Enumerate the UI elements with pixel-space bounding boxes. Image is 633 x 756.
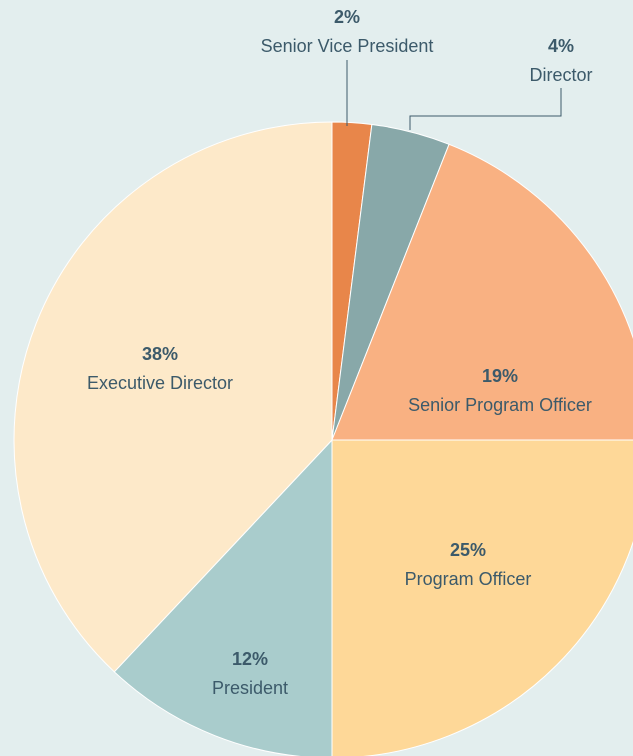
slice-percent: 12%	[232, 649, 268, 669]
leader-line	[409, 88, 562, 130]
slice-percent: 25%	[450, 540, 486, 560]
slice-label: Executive Director	[87, 373, 233, 393]
slice-label: President	[212, 678, 288, 698]
slice-percent: 2%	[334, 7, 360, 27]
slice-label: Senior Program Officer	[408, 395, 592, 415]
slice-percent: 38%	[142, 344, 178, 364]
pie-slice	[113, 438, 333, 756]
pie-slice	[331, 143, 633, 441]
slice-percent: 19%	[482, 366, 518, 386]
pie-slice	[13, 121, 333, 673]
pie-slice	[331, 439, 633, 756]
slice-percent: 4%	[548, 36, 574, 56]
slice-label: Senior Vice President	[261, 36, 434, 56]
slice-label: Director	[529, 65, 592, 85]
slice-label: Program Officer	[405, 569, 532, 589]
